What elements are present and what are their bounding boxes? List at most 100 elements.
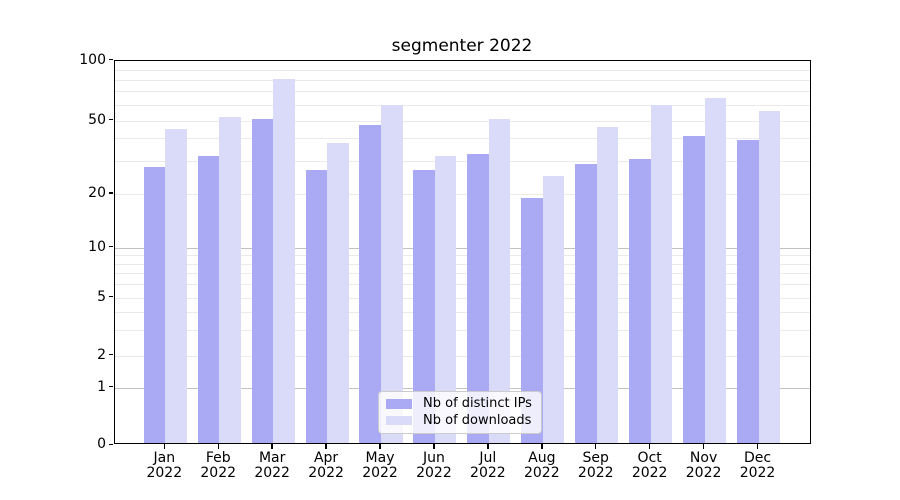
gridline-major-10	[114, 247, 810, 249]
x-tick-apr	[325, 444, 327, 449]
bar-ips-nov	[683, 136, 705, 444]
bar-downloads-jan	[165, 128, 187, 444]
x-label-year: 2022	[631, 465, 668, 481]
y-tick-label-100: 100	[79, 51, 106, 68]
gridline-minor-9	[114, 255, 810, 257]
x-tick-label-nov: Nov 2022	[676, 449, 732, 482]
x-tick-dec	[756, 444, 759, 449]
x-label-year: 2022	[362, 465, 398, 481]
y-tick-label-50: 50	[88, 111, 106, 128]
y-tick-label-1: 1	[97, 378, 106, 395]
y-tick-label-0: 0	[97, 436, 106, 453]
gridline-minor-30	[114, 161, 810, 163]
y-tick-label-10: 10	[88, 238, 106, 255]
x-label-year: 2022	[308, 465, 344, 481]
bar-downloads-jul	[488, 118, 511, 444]
x-tick-sep	[595, 444, 597, 449]
x-tick-label-jun: Jun 2022	[406, 450, 462, 482]
bar-ips-aug	[521, 197, 543, 444]
gridline-minor-8	[114, 263, 810, 265]
y-tick-0	[108, 443, 113, 445]
x-tick-label-apr: Apr 2022	[298, 449, 354, 482]
bar-downloads-sep	[596, 127, 619, 444]
gridline-minor-60	[114, 104, 810, 106]
x-tick-label-aug: Aug 2022	[514, 449, 570, 482]
y-tick-label-20: 20	[88, 185, 106, 201]
x-label-year: 2022	[739, 465, 776, 481]
bar-ips-jul	[467, 153, 489, 444]
gridline-minor-7	[114, 273, 810, 275]
x-tick-label-feb: Feb 2022	[190, 449, 246, 482]
x-label-month: Dec	[743, 449, 772, 466]
bar-downloads-mar	[273, 78, 295, 444]
gridline-major-1	[114, 387, 810, 389]
y-tick-5	[108, 295, 113, 298]
x-tick-label-dec: Dec 2022	[730, 449, 786, 482]
x-label-month: Mar	[258, 449, 286, 466]
gridline-minor-40	[114, 138, 810, 140]
x-tick-label-oct: Oct 2022	[622, 449, 678, 482]
x-tick-label-mar: Mar 2022	[244, 449, 300, 482]
bar-ips-oct	[629, 158, 651, 444]
x-tick-label-sep: Sep 2022	[568, 449, 624, 482]
x-tick-jan	[163, 444, 165, 449]
chart-title: segmenter 2022	[391, 36, 533, 56]
x-label-month: Jul	[479, 449, 497, 466]
x-label-month: Apr	[313, 449, 339, 466]
x-label-month: Jan	[153, 449, 176, 466]
bar-downloads-jun	[434, 156, 457, 444]
x-tick-jul	[487, 444, 489, 449]
legend-label-distinct-ips: Nb of distinct IPs	[423, 396, 532, 412]
bar-downloads-aug	[542, 176, 565, 444]
legend-item-downloads: Nb of downloads	[386, 412, 532, 429]
x-label-month: Sep	[582, 449, 609, 466]
y-tick-10	[108, 246, 113, 248]
bar-ips-sep	[575, 164, 597, 444]
bar-ips-feb	[197, 156, 220, 444]
y-tick-2	[108, 353, 113, 356]
legend-item-distinct-ips: Nb of distinct IPs	[386, 396, 532, 413]
y-tick-100	[108, 58, 113, 61]
bar-ips-mar	[251, 118, 274, 444]
x-label-year: 2022	[577, 465, 614, 481]
x-tick-label-jan: Jan 2022	[136, 449, 192, 482]
x-tick-jun	[433, 444, 435, 449]
bar-ips-apr	[305, 169, 328, 444]
y-tick-1	[108, 386, 113, 388]
bar-ips-jun	[413, 169, 435, 444]
gridline-minor-20	[114, 194, 810, 195]
plot-area	[113, 59, 811, 445]
x-tick-may	[379, 444, 381, 449]
x-label-month: Aug	[528, 449, 556, 466]
x-tick-label-jul: Jul 2022	[460, 449, 516, 482]
x-label-month: Feb	[205, 449, 231, 466]
bar-downloads-feb	[219, 117, 241, 444]
gridline-minor-50	[114, 120, 810, 122]
gridline-minor-5	[114, 297, 810, 299]
gridline-minor-70	[114, 91, 810, 93]
x-label-year: 2022	[200, 465, 237, 481]
y-tick-20	[108, 192, 113, 194]
x-tick-oct	[648, 444, 651, 449]
x-label-year: 2022	[685, 465, 722, 481]
bar-ips-jan	[143, 167, 166, 444]
y-tick-50	[108, 118, 113, 121]
x-tick-mar	[271, 444, 273, 449]
x-tick-nov	[702, 444, 705, 449]
x-label-year: 2022	[254, 465, 290, 481]
x-label-month: May	[365, 449, 395, 466]
x-label-month: Nov	[689, 449, 718, 466]
gridline-minor-90	[114, 69, 810, 71]
gridline-minor-80	[114, 79, 810, 81]
x-label-month: Oct	[637, 449, 662, 466]
x-label-year: 2022	[523, 465, 560, 481]
bar-downloads-dec	[758, 110, 781, 444]
x-tick-aug	[541, 444, 543, 449]
legend: Nb of distinct IPs Nb of downloads	[378, 390, 542, 434]
bar-downloads-oct	[650, 104, 673, 444]
x-label-year: 2022	[470, 465, 506, 481]
gridline-minor-2	[114, 355, 810, 357]
bar-ips-dec	[736, 140, 759, 444]
bar-downloads-apr	[327, 142, 349, 444]
